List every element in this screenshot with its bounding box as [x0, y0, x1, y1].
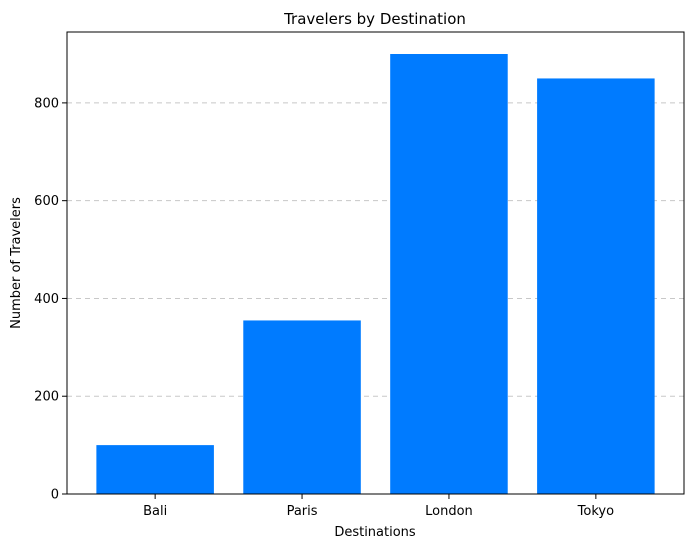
y-tick-label: 200 — [34, 390, 59, 405]
y-tick-label: 400 — [34, 292, 59, 307]
x-tick-label: London — [425, 504, 473, 519]
y-tick-label: 0 — [51, 488, 59, 503]
y-tick-label: 800 — [34, 96, 59, 111]
x-axis-ticks: Bali Paris London Tokyo — [143, 494, 614, 519]
bars — [96, 54, 655, 494]
y-axis-ticks: 0 200 400 600 800 — [34, 96, 67, 503]
y-tick-label: 600 — [34, 194, 59, 209]
y-axis-label: Number of Travelers — [9, 197, 24, 329]
bar-paris — [243, 320, 361, 494]
x-tick-label: Paris — [287, 504, 318, 519]
bar-tokyo — [537, 78, 655, 494]
chart-title: Travelers by Destination — [283, 10, 466, 28]
plot-frame — [66, 31, 685, 495]
x-tick-label: Tokyo — [577, 504, 614, 519]
bar-bali — [96, 445, 214, 494]
x-axis-label: Destinations — [334, 525, 416, 540]
bar-london — [390, 54, 508, 494]
x-tick-label: Bali — [143, 504, 167, 519]
